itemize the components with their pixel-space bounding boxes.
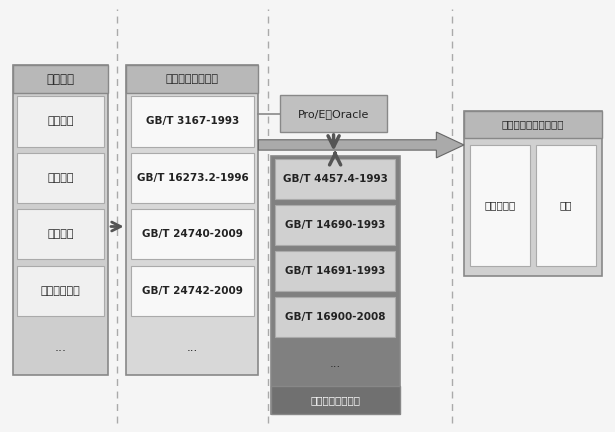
Text: GB/T 16900-2008: GB/T 16900-2008 [285,312,386,322]
Text: GB/T 4457.4-1993: GB/T 4457.4-1993 [283,174,387,184]
Text: ...: ... [187,340,198,354]
Text: Pro/E，Oracle: Pro/E，Oracle [298,109,369,119]
Text: 模块化定制: 模块化定制 [485,200,515,210]
FancyBboxPatch shape [17,96,104,147]
FancyBboxPatch shape [17,266,104,316]
FancyBboxPatch shape [275,251,395,291]
Text: 工艺信息: 工艺信息 [47,73,74,86]
Text: ...: ... [55,340,66,354]
FancyBboxPatch shape [131,209,254,260]
Text: 工艺参数: 工艺参数 [47,229,74,239]
FancyBboxPatch shape [13,65,108,375]
FancyBboxPatch shape [271,156,400,414]
Text: GB/T 16273.2-1996: GB/T 16273.2-1996 [137,173,248,183]
FancyBboxPatch shape [131,152,254,203]
FancyBboxPatch shape [13,65,108,93]
Text: 工艺信息标识符号构建: 工艺信息标识符号构建 [502,120,564,130]
FancyBboxPatch shape [470,145,530,266]
FancyBboxPatch shape [17,209,104,260]
Text: GB/T 14690-1993: GB/T 14690-1993 [285,220,386,230]
Text: 扩充: 扩充 [560,200,572,210]
FancyBboxPatch shape [131,96,254,147]
FancyBboxPatch shape [127,65,258,375]
Text: 符号标识引用标准: 符号标识引用标准 [166,74,219,84]
FancyBboxPatch shape [275,159,395,199]
Text: 定位夹紧方式: 定位夹紧方式 [41,286,81,296]
Text: GB/T 3167-1993: GB/T 3167-1993 [146,117,239,127]
Text: 加工方法: 加工方法 [47,117,74,127]
FancyBboxPatch shape [275,205,395,245]
FancyBboxPatch shape [131,266,254,316]
Text: GB/T 24740-2009: GB/T 24740-2009 [142,229,243,239]
FancyBboxPatch shape [536,145,596,266]
FancyBboxPatch shape [464,111,602,276]
Text: GB/T 24742-2009: GB/T 24742-2009 [142,286,243,296]
Polygon shape [258,132,464,158]
FancyBboxPatch shape [464,111,602,139]
Text: 刀具类型: 刀具类型 [47,173,74,183]
FancyBboxPatch shape [127,65,258,93]
FancyBboxPatch shape [275,297,395,337]
FancyBboxPatch shape [17,152,104,203]
Text: GB/T 14691-1993: GB/T 14691-1993 [285,266,386,276]
FancyBboxPatch shape [280,95,387,132]
FancyBboxPatch shape [271,386,400,414]
Text: 符号绘制基础标准: 符号绘制基础标准 [310,395,360,405]
Text: ...: ... [330,356,341,369]
